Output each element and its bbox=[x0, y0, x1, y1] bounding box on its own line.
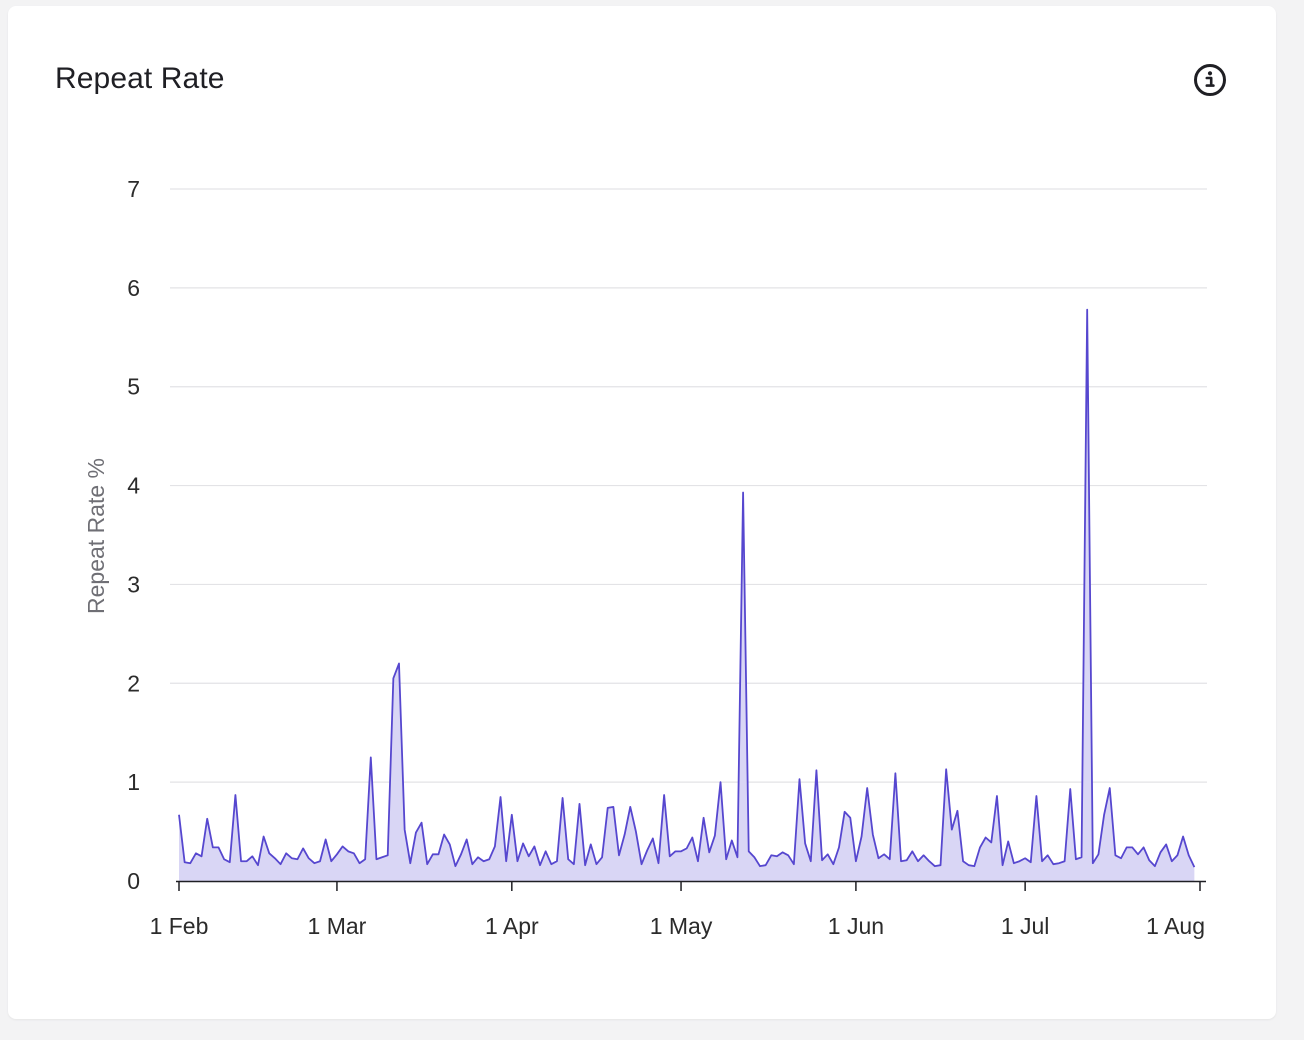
y-axis-label: Repeat Rate % bbox=[83, 458, 109, 614]
x-tick-label: 1 Feb bbox=[150, 913, 209, 939]
x-tick-label: 1 Jun bbox=[828, 913, 884, 939]
y-tick-label: 5 bbox=[127, 374, 140, 400]
series-line bbox=[178, 308, 1196, 868]
y-axis-tick-labels: 0 1 2 3 4 5 6 7 bbox=[127, 176, 140, 894]
y-tick-label: 7 bbox=[127, 176, 140, 202]
x-tick-label: 1 May bbox=[650, 913, 713, 939]
y-tick-label: 3 bbox=[127, 571, 140, 597]
y-tick-label: 4 bbox=[127, 473, 140, 499]
x-tick-label: 1 Mar bbox=[308, 913, 367, 939]
y-tick-label: 1 bbox=[127, 769, 140, 795]
x-tick-label: 1 Jul bbox=[1001, 913, 1050, 939]
y-tick-label: 6 bbox=[127, 275, 140, 301]
y-tick-label: 0 bbox=[127, 868, 140, 894]
x-tick-label: 1 Aug bbox=[1146, 913, 1205, 939]
series-area-fill bbox=[179, 309, 1195, 881]
grid-lines bbox=[170, 188, 1207, 783]
y-tick-label: 2 bbox=[127, 670, 140, 696]
x-tick-label: 1 Apr bbox=[485, 913, 539, 939]
card-title: Repeat Rate bbox=[55, 62, 225, 95]
info-button[interactable] bbox=[1193, 63, 1227, 97]
info-circle-icon bbox=[1194, 64, 1226, 96]
x-axis: 1 Feb 1 Mar 1 Apr 1 May 1 Jun 1 Jul 1 Aug bbox=[150, 880, 1206, 939]
